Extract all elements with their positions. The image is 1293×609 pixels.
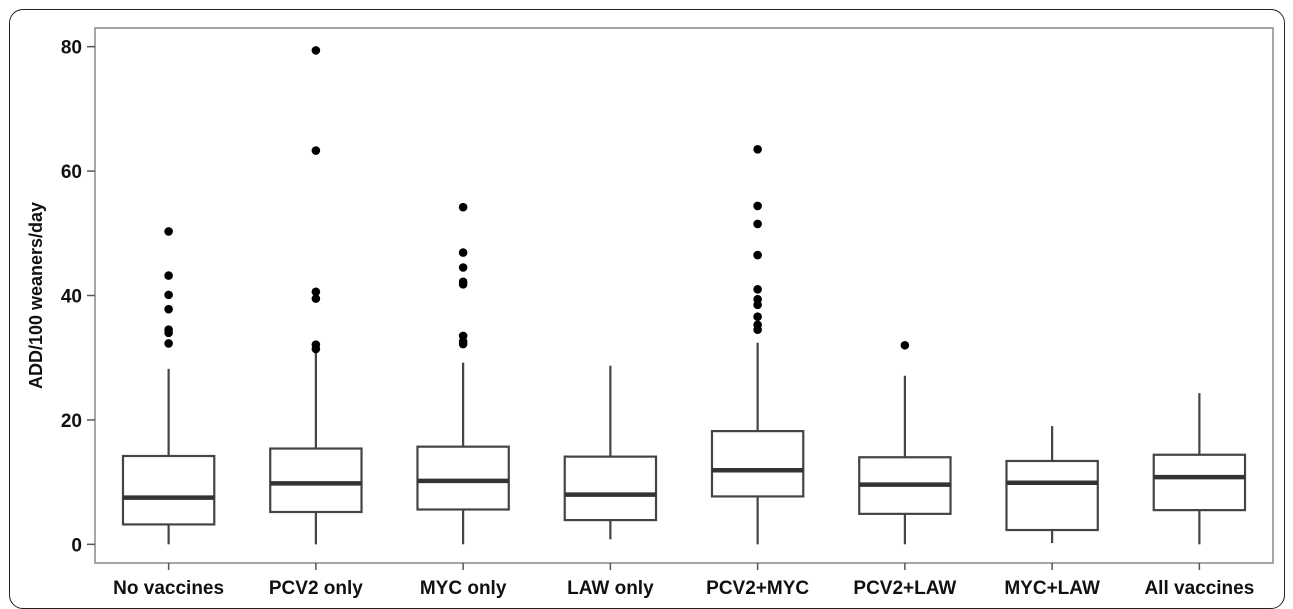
x-tick-label: No vaccines	[113, 578, 224, 599]
outlier-point	[900, 340, 910, 350]
y-tick-label: 40	[61, 287, 82, 308]
box-body	[269, 447, 363, 514]
box-group	[269, 46, 363, 545]
box-body	[1005, 459, 1099, 532]
x-axis: No vaccines PCV2 only MYC only LAW only PCV2…	[113, 563, 1254, 599]
outlier-point	[311, 344, 321, 354]
outlier-point	[311, 294, 321, 303]
y-tick-label: 20	[61, 411, 82, 432]
y-axis-title: ADD/100 weaners/day	[26, 202, 46, 389]
outlier-point	[753, 300, 762, 310]
outlier-point	[458, 263, 468, 272]
box-group	[416, 202, 510, 545]
x-tick-label: MYC+LAW	[1004, 578, 1100, 599]
outlier-point	[753, 219, 762, 229]
outlier-point	[753, 312, 762, 321]
box-group	[1152, 393, 1247, 545]
outlier-point	[311, 287, 321, 297]
outlier-point	[164, 328, 173, 338]
y-tick-label: 60	[61, 162, 82, 183]
outlier-point	[311, 46, 321, 55]
outlier-point	[753, 201, 762, 211]
outlier-point	[164, 227, 173, 236]
outlier-point	[458, 202, 468, 212]
box-group	[563, 365, 658, 540]
box-body	[416, 445, 510, 511]
outlier-point	[164, 304, 173, 314]
x-tick-label: PCV2+MYC	[706, 578, 809, 599]
outlier-point	[164, 290, 173, 300]
x-tick-label: All vaccines	[1144, 578, 1254, 599]
box-group	[1005, 426, 1099, 544]
outlier-point	[164, 271, 173, 280]
box-body	[1152, 453, 1247, 512]
outlier-point	[753, 145, 762, 154]
y-tick-label: 0	[71, 535, 82, 556]
outlier-point	[458, 280, 468, 289]
outlier-point	[753, 250, 762, 260]
box-group	[121, 227, 216, 545]
outlier-point	[458, 248, 468, 257]
outlier-point	[164, 339, 173, 348]
x-tick-label: PCV2 only	[269, 578, 363, 599]
x-tick-label: PCV2+LAW	[853, 578, 956, 599]
box-body	[710, 430, 805, 498]
box-body	[121, 454, 216, 526]
outlier-point	[458, 339, 468, 349]
boxes	[121, 46, 1247, 545]
box-group	[858, 340, 952, 545]
outlier-point	[311, 146, 321, 155]
outlier-point	[753, 284, 762, 294]
y-tick-label: 80	[61, 38, 82, 59]
x-tick-label: LAW only	[567, 578, 654, 599]
box-group	[710, 145, 805, 545]
box-body	[563, 455, 658, 522]
outlier-point	[753, 325, 762, 335]
x-tick-label: MYC only	[420, 578, 507, 599]
y-axis: 0 20 40 60 80	[61, 38, 95, 556]
